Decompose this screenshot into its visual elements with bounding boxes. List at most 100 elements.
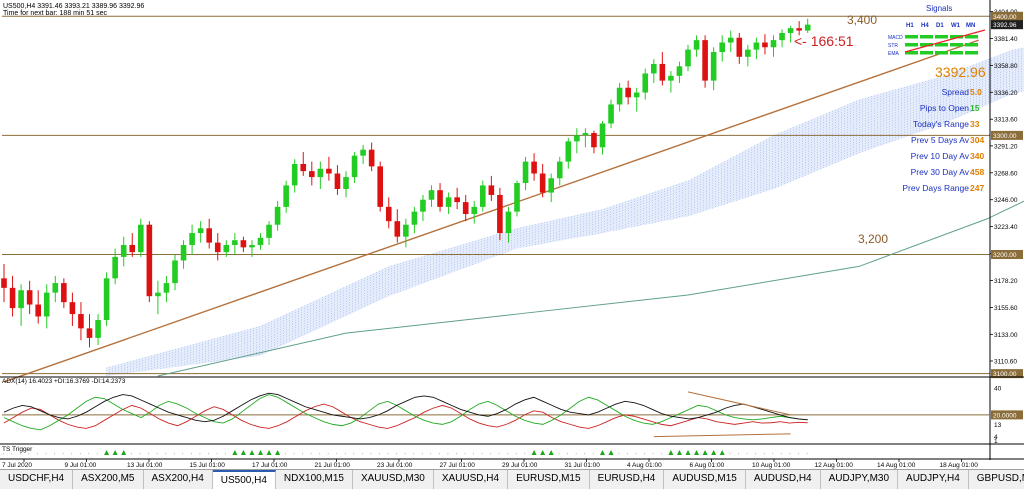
timer-line: Time for next bar: 188 min 51 sec xyxy=(3,10,108,17)
candle xyxy=(43,284,50,329)
candle-body xyxy=(129,244,136,253)
ts-marker: › xyxy=(131,451,133,456)
candle xyxy=(351,152,358,184)
symbol-tab-bar: USDCHF,H4 ASX200,M5 ASX200,H4 US500,H4 NDX10… xyxy=(0,469,1024,489)
tab-asx200-m5[interactable]: ASX200,M5 xyxy=(73,470,144,489)
ts-buy-arrow xyxy=(540,450,546,455)
candle xyxy=(779,29,785,48)
minus-di-line xyxy=(3,403,808,429)
candle xyxy=(522,156,529,191)
ts-trigger-label: TS Trigger xyxy=(2,446,33,453)
tab-usdchf-h4[interactable]: USDCHF,H4 xyxy=(0,470,74,489)
symbol-line: US500,H4 3391.46 3393.21 3389.96 3392.96 xyxy=(3,3,144,10)
tab-audjpy-m30[interactable]: AUDJPY,M30 xyxy=(821,470,899,489)
tab-audusd-h4[interactable]: AUDUSD,H4 xyxy=(746,470,821,489)
ts-marker: › xyxy=(567,451,569,456)
ts-marker: › xyxy=(798,451,800,456)
candle-body xyxy=(437,190,443,207)
candle xyxy=(274,200,281,231)
candle-body xyxy=(120,244,127,257)
tab-us500-h4[interactable]: US500,H4 xyxy=(212,470,276,489)
time-tick-label: 17 Jul 01:00 xyxy=(252,462,288,469)
candle-body xyxy=(642,73,649,93)
tab-audusd-m15[interactable]: AUDUSD,M15 xyxy=(664,470,746,489)
candle xyxy=(103,272,110,326)
moving-average-line xyxy=(157,200,1024,377)
adx-tick-label: 13 xyxy=(994,422,1002,429)
stat-value: 33 xyxy=(970,119,980,129)
candle xyxy=(69,292,76,326)
ts-marker: › xyxy=(558,451,560,456)
stat-label: Prev 30 Day Av xyxy=(911,167,970,177)
candle-body xyxy=(539,173,546,193)
candle xyxy=(770,35,777,57)
ts-marker: › xyxy=(379,451,381,456)
price-tick-label: 3291.20 xyxy=(994,143,1018,150)
tab-xauusd-h4[interactable]: XAUUSD,H4 xyxy=(434,470,509,489)
ts-marker: › xyxy=(191,451,193,456)
price-tick-label: 3155.60 xyxy=(994,305,1018,312)
tab-audjpy-h4[interactable]: AUDJPY,H4 xyxy=(898,470,969,489)
time-tick-label: 23 Jul 01:00 xyxy=(377,462,413,469)
ts-marker: › xyxy=(524,451,526,456)
ts-marker: › xyxy=(79,451,81,456)
tab-gbpusd-m15[interactable]: GBPUSD,M15 xyxy=(969,470,1024,489)
signals-title: Signals xyxy=(926,4,952,13)
ts-marker: › xyxy=(88,451,90,456)
signal-row-label: MACD xyxy=(888,35,903,41)
candle-body xyxy=(616,87,623,105)
candle xyxy=(668,71,674,93)
stat-label: Prev Days Range xyxy=(902,183,969,193)
ts-marker: › xyxy=(353,451,355,456)
signal-cell xyxy=(905,51,918,55)
candle-body xyxy=(736,37,743,57)
candle-body xyxy=(343,177,349,189)
ts-marker: › xyxy=(148,451,150,456)
candle xyxy=(804,18,811,33)
candle xyxy=(283,180,289,213)
candle-body xyxy=(266,224,272,238)
candle xyxy=(676,61,683,83)
time-axis: 7 Jul 2020 9 Jul 01:00 13 Jul 01:00 15 Jul … xyxy=(2,459,978,469)
candle-body xyxy=(377,166,383,207)
candle xyxy=(180,240,187,269)
price-tick-label: 3313.60 xyxy=(994,117,1018,124)
adx-line xyxy=(3,392,808,423)
tab-eurusd-m15[interactable]: EURUSD,M15 xyxy=(508,470,590,489)
tab-asx200-h4[interactable]: ASX200,H4 xyxy=(144,470,213,489)
ts-buy-arrow xyxy=(249,450,255,455)
candle xyxy=(565,137,572,169)
ts-marker: › xyxy=(738,451,740,456)
candle-body xyxy=(206,228,212,243)
signal-overlay-line xyxy=(904,29,986,53)
price-tick-label: 3178.20 xyxy=(994,278,1018,285)
price-tick-label: 3110.60 xyxy=(994,358,1017,365)
candle-body xyxy=(351,155,358,178)
stat-value: 5.0 xyxy=(970,87,982,97)
candle xyxy=(514,180,520,217)
ts-buy-arrow xyxy=(232,450,238,455)
candle-body xyxy=(78,314,84,329)
ts-marker: › xyxy=(575,451,577,456)
signal-row-label: STR xyxy=(888,43,898,49)
stat-label: Today's Range xyxy=(913,119,969,129)
chart-canvas[interactable]: 3404.003381.403358.803336.203313.603291.… xyxy=(0,0,1024,469)
candle-body xyxy=(668,75,674,81)
ts-buy-arrow xyxy=(266,450,272,455)
time-tick-label: 13 Jul 01:00 xyxy=(127,462,163,469)
candle xyxy=(206,218,212,249)
tab-xauusd-m30[interactable]: XAUUSD,M30 xyxy=(353,470,434,489)
ts-marker: › xyxy=(97,451,99,456)
candle xyxy=(548,173,554,203)
ts-marker: › xyxy=(729,451,731,456)
candle-body xyxy=(52,283,59,293)
candle-body xyxy=(762,42,768,48)
candle-body xyxy=(531,161,537,174)
tab-ndx100-m15[interactable]: NDX100,M15 xyxy=(276,470,353,489)
tab-eurusd-h4[interactable]: EURUSD,H4 xyxy=(590,470,665,489)
candle xyxy=(61,278,67,309)
candle xyxy=(232,233,238,255)
ts-marker: › xyxy=(336,451,338,456)
ts-buy-arrow xyxy=(668,450,674,455)
